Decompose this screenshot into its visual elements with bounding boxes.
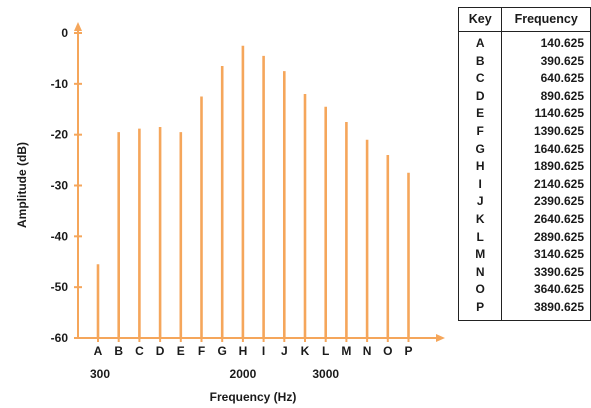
labels: 0 -10 -20 -30 -40 -50 -60 A B C D E F G H I J K L M N O P 300 20… <box>51 26 413 381</box>
x-category-label: B <box>114 344 123 358</box>
table-row: B 390.625 <box>458 52 591 71</box>
key-cell: P <box>458 298 503 320</box>
x-axis-title: Frequency (Hz) <box>210 390 297 404</box>
x-category-label: K <box>301 344 310 358</box>
key-cell: F <box>458 122 503 141</box>
key-cell: L <box>458 228 503 247</box>
frequency-mark-label: 3000 <box>312 367 339 381</box>
x-category-label: H <box>239 344 248 358</box>
x-category-label: N <box>363 344 372 358</box>
frequency-cell: 3890.625 <box>533 299 584 314</box>
frequency-cell: 890.625 <box>540 88 584 103</box>
key-cell: N <box>458 263 503 282</box>
frequency-cell: 1390.625 <box>533 123 584 138</box>
bars <box>96 45 410 338</box>
x-category-label: E <box>177 344 185 358</box>
y-tick-label: -60 <box>51 331 69 345</box>
x-category-label: P <box>404 344 412 358</box>
table-header-row: Key Frequency <box>458 7 591 32</box>
table-row: K 2640.625 <box>458 210 591 229</box>
frequency-mark-label: 2000 <box>230 367 257 381</box>
frequency-column-header: Frequency <box>501 7 591 32</box>
x-axis-arrow <box>436 334 445 342</box>
y-tick-label: -50 <box>51 280 69 294</box>
frequency-cell: 2390.625 <box>533 194 584 209</box>
key-column-header: Key <box>458 7 503 32</box>
key-cell: A <box>458 31 503 53</box>
frequency-cell: 3640.625 <box>533 282 584 297</box>
x-category-label: D <box>156 344 165 358</box>
frequency-cell: 3140.625 <box>533 247 584 262</box>
table-row: J 2390.625 <box>458 193 591 211</box>
frequency-key-table: Key Frequency A 140.625 B 390.625 C 640.625 D 8… <box>458 7 591 321</box>
frequency-cell: 640.625 <box>540 71 584 86</box>
x-category-label: F <box>198 344 205 358</box>
amplitude-spectrum-chart: 0 -10 -20 -30 -40 -50 -60 A B C D E F G H I J K L M N O P 300 20… <box>15 22 445 404</box>
frequency-cell: 2140.625 <box>533 176 584 191</box>
table-row: N 3390.625 <box>458 263 591 282</box>
table-row: E 1140.625 <box>458 105 591 123</box>
y-tick-label: -30 <box>51 179 69 193</box>
key-cell: C <box>458 70 503 88</box>
key-cell: G <box>458 140 503 159</box>
x-category-label: A <box>94 344 103 358</box>
key-cell: E <box>458 105 503 123</box>
y-axis-arrow <box>74 22 82 31</box>
y-tick-label: 0 <box>61 26 68 40</box>
x-category-label: O <box>383 344 392 358</box>
table-row: O 3640.625 <box>458 281 591 299</box>
table-body: A 140.625 B 390.625 C 640.625 D 890.625 E 1140.62… <box>458 31 591 320</box>
frequency-cell: 1640.625 <box>533 141 584 156</box>
key-cell: M <box>458 246 503 264</box>
frequency-cell: 2640.625 <box>533 211 584 226</box>
frequency-cell: 1140.625 <box>534 106 584 121</box>
x-category-label: C <box>135 344 144 358</box>
key-cell: D <box>458 87 503 106</box>
frequency-cell: 3390.625 <box>533 264 584 279</box>
table-row: D 890.625 <box>458 87 591 106</box>
table-row: M 3140.625 <box>458 246 591 264</box>
key-cell: J <box>458 193 503 211</box>
key-cell: O <box>458 281 503 299</box>
axes <box>74 22 445 342</box>
x-category-label: G <box>218 344 227 358</box>
frequency-cell: 140.625 <box>540 36 584 50</box>
key-cell: B <box>458 52 503 71</box>
x-category-label: J <box>281 344 288 358</box>
table-row: F 1390.625 <box>458 122 591 141</box>
key-cell: K <box>458 210 503 229</box>
frequency-cell: 2890.625 <box>533 229 584 244</box>
y-axis-title: Amplitude (dB) <box>15 142 29 228</box>
x-category-label: L <box>322 344 329 358</box>
table-row: H 1890.625 <box>458 158 591 176</box>
table-row: A 140.625 <box>458 31 591 53</box>
y-tick-label: -40 <box>51 229 69 243</box>
key-cell: H <box>458 158 503 176</box>
y-tick-label: -20 <box>51 128 69 142</box>
frequency-mark-label: 300 <box>90 367 110 381</box>
frequency-cell: 1890.625 <box>533 159 584 174</box>
x-category-label: I <box>262 344 265 358</box>
y-tick-label: -10 <box>51 77 69 91</box>
x-category-label: M <box>341 344 351 358</box>
table-row: I 2140.625 <box>458 175 591 194</box>
key-cell: I <box>458 175 503 194</box>
table-row: L 2890.625 <box>458 228 591 247</box>
frequency-cell: 390.625 <box>540 53 584 68</box>
table-row: P 3890.625 <box>458 298 591 320</box>
table-row: G 1640.625 <box>458 140 591 159</box>
table-row: C 640.625 <box>458 70 591 88</box>
